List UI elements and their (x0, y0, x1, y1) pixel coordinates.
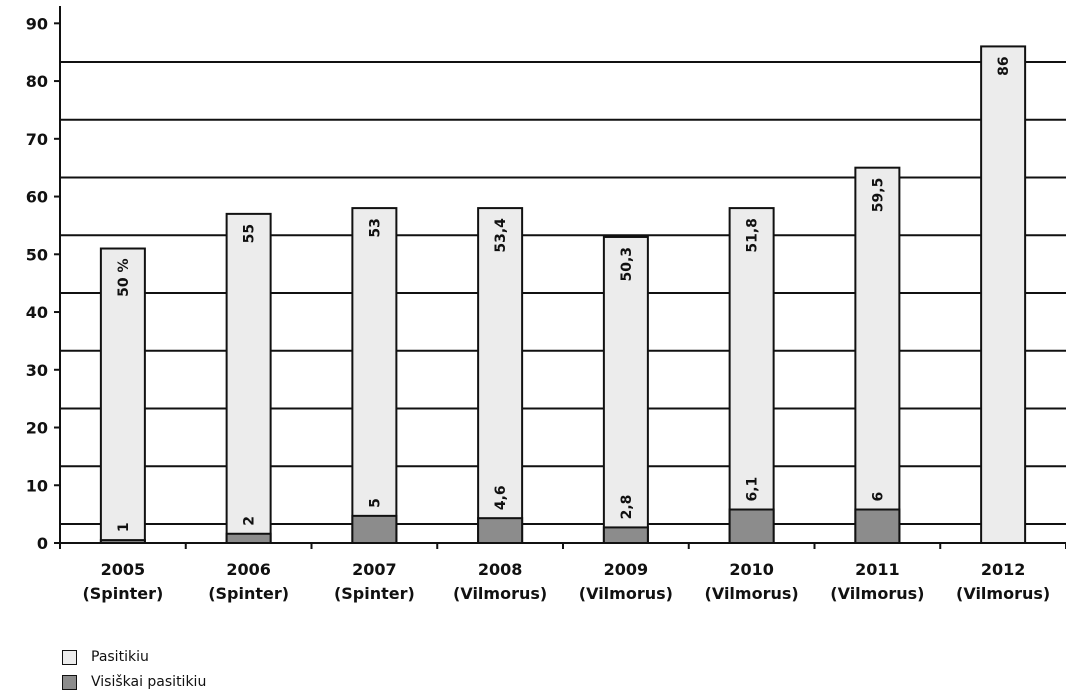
data-label-visiskai-pasitikiu: 6 (870, 492, 886, 502)
x-category-source: (Vilmorus) (956, 584, 1050, 603)
legend-item-visiskai-pasitikiu: Visiškai pasitikiu (62, 671, 206, 693)
data-label-visiskai-pasitikiu: 2 (242, 516, 258, 526)
data-label-pasitikiu: 86 (996, 56, 1012, 75)
bar-visiskai-pasitikiu (225, 532, 272, 545)
y-tick-label: 80 (26, 72, 48, 91)
y-tick-label: 20 (26, 419, 48, 438)
data-label-pasitikiu: 50,3 (619, 247, 635, 282)
bar-visiskai-pasitikiu (854, 508, 901, 544)
x-category-year: 2011 (855, 560, 900, 579)
x-category-source: (Vilmorus) (705, 584, 799, 603)
x-category-year: 2008 (478, 560, 523, 579)
bar-pasitikiu (980, 45, 1027, 545)
bar-pasitikiu (225, 212, 272, 544)
x-category-source: (Vilmorus) (579, 584, 673, 603)
bar-visiskai-pasitikiu (477, 517, 524, 544)
x-category-source: (Vilmorus) (453, 584, 547, 603)
legend-swatch-visiskai-pasitikiu (62, 674, 77, 690)
x-category-year: 2009 (604, 560, 649, 579)
x-category-year: 2005 (101, 560, 146, 579)
bar-pasitikiu (477, 207, 524, 544)
data-label-visiskai-pasitikiu: 5 (367, 498, 383, 508)
legend-label-pasitikiu: Pasitikiu (91, 649, 149, 665)
legend-label-visiskai-pasitikiu: Visiškai pasitikiu (91, 674, 207, 690)
y-tick-label: 40 (26, 303, 48, 322)
y-tick-label: 50 (26, 245, 48, 264)
bar-visiskai-pasitikiu (602, 526, 649, 544)
x-category-source: (Spinter) (82, 584, 163, 603)
data-label-pasitikiu: 53 (367, 218, 383, 237)
x-category-source: (Vilmorus) (830, 584, 924, 603)
x-category-source: (Spinter) (208, 584, 289, 603)
data-label-pasitikiu: 50 % (116, 259, 132, 297)
bar-chart: 0 10 20 30 40 50 60 70 80 90 50 % 1 2005 (Spinter) 55 2… (26, 6, 1066, 603)
data-label-pasitikiu: 53,4 (493, 218, 509, 253)
y-tick-label: 70 (26, 130, 48, 149)
bar-pasitikiu (99, 247, 146, 544)
legend-item-pasitikiu: Pasitikiu (62, 646, 206, 668)
data-label-pasitikiu: 59,5 (870, 178, 886, 213)
bar-visiskai-pasitikiu (99, 539, 146, 545)
y-tick-label: 60 (26, 188, 48, 207)
x-category-year: 2007 (352, 560, 397, 579)
legend: Pasitikiu Visiškai pasitikiu (62, 646, 206, 696)
x-category-year: 2012 (981, 560, 1026, 579)
x-category-year: 2006 (226, 560, 271, 579)
x-category-year: 2010 (729, 560, 774, 579)
y-tick-label: 0 (37, 534, 48, 553)
data-label-visiskai-pasitikiu: 4,6 (493, 485, 509, 510)
bar-visiskai-pasitikiu (351, 514, 398, 544)
bar-pasitikiu (854, 166, 901, 544)
data-label-pasitikiu: 51,8 (745, 218, 761, 253)
bar-visiskai-pasitikiu (728, 508, 775, 544)
data-label-visiskai-pasitikiu: 2,8 (619, 495, 635, 520)
y-tick-label: 90 (26, 14, 48, 33)
data-label-visiskai-pasitikiu: 1 (116, 522, 132, 532)
bar-pasitikiu (351, 207, 398, 544)
y-tick-label: 30 (26, 361, 48, 380)
bar-pasitikiu (728, 207, 775, 544)
data-label-visiskai-pasitikiu: 6,1 (745, 477, 761, 502)
data-label-pasitikiu: 55 (242, 224, 258, 243)
x-category-source: (Spinter) (334, 584, 415, 603)
legend-swatch-pasitikiu (62, 649, 77, 665)
bar-pasitikiu (602, 235, 649, 544)
y-tick-label: 10 (26, 476, 48, 495)
